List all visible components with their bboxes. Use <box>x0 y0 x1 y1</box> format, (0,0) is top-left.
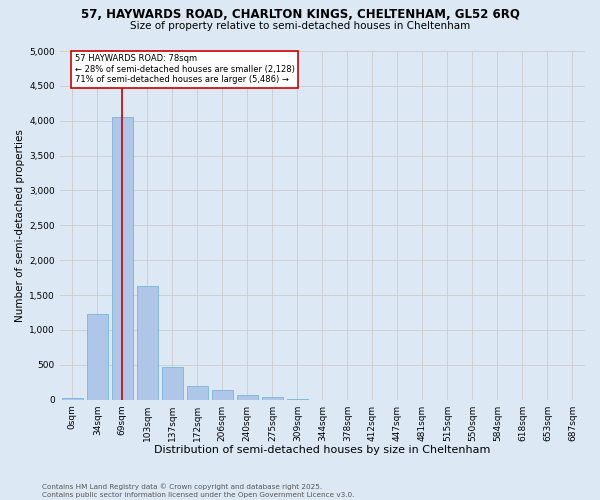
Bar <box>212 390 233 400</box>
Bar <box>187 386 208 400</box>
X-axis label: Distribution of semi-detached houses by size in Cheltenham: Distribution of semi-detached houses by … <box>154 445 491 455</box>
Bar <box>262 397 283 400</box>
Bar <box>237 394 258 400</box>
Bar <box>161 367 183 400</box>
Y-axis label: Number of semi-detached properties: Number of semi-detached properties <box>15 129 25 322</box>
Text: 57, HAYWARDS ROAD, CHARLTON KINGS, CHELTENHAM, GL52 6RQ: 57, HAYWARDS ROAD, CHARLTON KINGS, CHELT… <box>80 8 520 20</box>
Text: Contains HM Land Registry data © Crown copyright and database right 2025.
Contai: Contains HM Land Registry data © Crown c… <box>42 484 355 498</box>
Bar <box>86 314 108 400</box>
Text: 57 HAYWARDS ROAD: 78sqm
← 28% of semi-detached houses are smaller (2,128)
71% of: 57 HAYWARDS ROAD: 78sqm ← 28% of semi-de… <box>75 54 295 84</box>
Bar <box>112 117 133 400</box>
Bar <box>62 398 83 400</box>
Bar <box>137 286 158 400</box>
Text: Size of property relative to semi-detached houses in Cheltenham: Size of property relative to semi-detach… <box>130 21 470 31</box>
